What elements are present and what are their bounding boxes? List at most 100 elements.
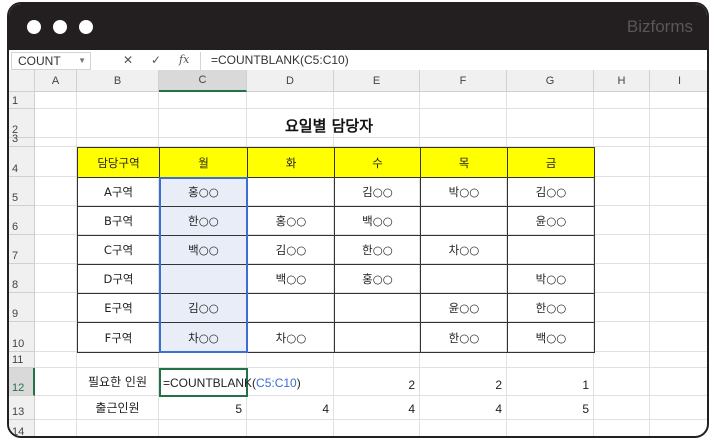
assignee-cell[interactable]: 박○○ — [420, 177, 508, 207]
name-box[interactable]: COUNT ▼ — [11, 52, 91, 70]
grid-cell[interactable] — [334, 177, 420, 206]
grid-cell[interactable] — [594, 322, 650, 352]
grid-cell[interactable] — [35, 206, 77, 235]
grid-cell[interactable] — [334, 235, 420, 264]
grid-cell[interactable] — [159, 109, 247, 138]
window-dot-maximize[interactable] — [79, 20, 93, 34]
table-header-cell[interactable]: 목 — [420, 147, 508, 178]
zone-label[interactable]: F구역 — [77, 322, 160, 353]
grid-cell[interactable] — [35, 92, 77, 109]
grid-cell[interactable] — [35, 420, 77, 436]
grid-cell[interactable] — [594, 368, 650, 396]
assignee-cell[interactable]: 백○○ — [334, 206, 421, 236]
grid-cell[interactable] — [334, 109, 420, 138]
grid-cell[interactable] — [35, 109, 77, 138]
row-header-10[interactable]: 10 — [9, 322, 35, 352]
assignee-cell[interactable] — [420, 264, 508, 294]
grid-cell[interactable] — [650, 177, 707, 206]
row-header-11[interactable]: 11 — [9, 352, 35, 368]
grid-cell[interactable] — [35, 138, 77, 147]
column-header-I[interactable]: I — [650, 70, 707, 92]
grid-cell[interactable] — [507, 293, 594, 322]
assignee-cell[interactable]: 김○○ — [159, 293, 248, 323]
assignee-cell[interactable]: 박○○ — [507, 264, 595, 294]
grid-cell[interactable] — [334, 293, 420, 322]
needed-value[interactable]: 2 — [420, 368, 507, 396]
grid-cell[interactable] — [594, 396, 650, 420]
table-header-cell[interactable]: 화 — [247, 147, 335, 178]
row-header-7[interactable]: 7 — [9, 235, 35, 264]
assignee-cell[interactable]: 김○○ — [507, 177, 595, 207]
grid-cell[interactable] — [247, 235, 334, 264]
window-dot-close[interactable] — [27, 20, 41, 34]
assignee-cell[interactable]: 김○○ — [247, 235, 335, 265]
grid-cell[interactable] — [77, 322, 159, 352]
grid-cell[interactable] — [35, 368, 77, 396]
assignee-cell[interactable] — [334, 293, 421, 323]
grid-cell[interactable] — [594, 109, 650, 138]
zone-label[interactable]: B구역 — [77, 206, 160, 236]
grid-cell[interactable] — [247, 420, 334, 436]
formula-input[interactable]: =COUNTBLANK(C5:C10) — [211, 53, 349, 67]
row-header-9[interactable]: 9 — [9, 293, 35, 322]
row-header-5[interactable]: 5 — [9, 177, 35, 206]
grid-cell[interactable] — [420, 206, 507, 235]
grid-cell[interactable] — [247, 92, 334, 109]
grid-cell[interactable] — [35, 396, 77, 420]
grid-cell[interactable] — [594, 177, 650, 206]
needed-value[interactable]: 1 — [507, 368, 594, 396]
assignee-cell[interactable]: 홍○○ — [247, 206, 335, 236]
grid-cell[interactable] — [507, 177, 594, 206]
grid-cell[interactable] — [420, 235, 507, 264]
table-header-cell[interactable]: 수 — [334, 147, 421, 178]
attendance-value[interactable]: 5 — [507, 396, 594, 420]
grid-cell[interactable] — [650, 396, 707, 420]
grid-cell[interactable] — [35, 352, 77, 368]
grid-cell[interactable] — [247, 293, 334, 322]
assignee-cell[interactable]: 홍○○ — [159, 177, 248, 207]
assignee-cell[interactable]: 윤○○ — [507, 206, 595, 236]
grid-cell[interactable] — [247, 206, 334, 235]
grid-cell[interactable] — [77, 420, 159, 436]
grid-cell[interactable] — [420, 92, 507, 109]
active-cell-C12[interactable]: =COUNTBLANK(C5:C10) — [159, 368, 301, 397]
assignee-cell[interactable]: 한○○ — [507, 293, 595, 323]
assignee-cell[interactable] — [420, 206, 508, 236]
grid-cell[interactable] — [507, 92, 594, 109]
grid-cell[interactable] — [594, 420, 650, 436]
grid-cell[interactable] — [507, 264, 594, 293]
grid-cell[interactable] — [594, 92, 650, 109]
grid-cell[interactable] — [420, 264, 507, 293]
attendance-value[interactable]: 4 — [420, 396, 507, 420]
grid-cell[interactable] — [594, 235, 650, 264]
grid-cell[interactable] — [35, 322, 77, 352]
grid-cell[interactable] — [77, 138, 159, 147]
assignee-cell[interactable]: 차○○ — [420, 235, 508, 265]
zone-label[interactable]: D구역 — [77, 264, 160, 294]
grid-cell[interactable] — [77, 109, 159, 138]
attendance-value[interactable]: 4 — [334, 396, 420, 420]
row-header-1[interactable]: 1 — [9, 92, 35, 109]
table-header-cell[interactable]: 담당구역 — [77, 147, 160, 178]
grid-cell[interactable] — [650, 206, 707, 235]
grid-cell[interactable] — [35, 147, 77, 177]
assignee-cell[interactable]: 한○○ — [334, 235, 421, 265]
grid-cell[interactable] — [247, 352, 334, 368]
grid-cell[interactable] — [650, 420, 707, 436]
grid-cell[interactable] — [507, 322, 594, 352]
grid-cell[interactable] — [35, 235, 77, 264]
row-header-8[interactable]: 8 — [9, 264, 35, 293]
grid-cell[interactable] — [334, 138, 420, 147]
assignee-cell[interactable] — [507, 235, 595, 265]
row-header-12[interactable]: 12 — [9, 368, 35, 396]
grid-cell[interactable] — [650, 264, 707, 293]
assignee-cell[interactable]: 홍○○ — [334, 264, 421, 294]
fx-icon[interactable]: fx — [179, 53, 190, 66]
grid-cell[interactable] — [77, 235, 159, 264]
grid-cell[interactable] — [35, 177, 77, 206]
grid-cell[interactable] — [334, 92, 420, 109]
grid-cell[interactable] — [507, 109, 594, 138]
column-header-D[interactable]: D — [247, 70, 334, 92]
grid-cell[interactable] — [247, 109, 334, 138]
column-header-F[interactable]: F — [420, 70, 507, 92]
